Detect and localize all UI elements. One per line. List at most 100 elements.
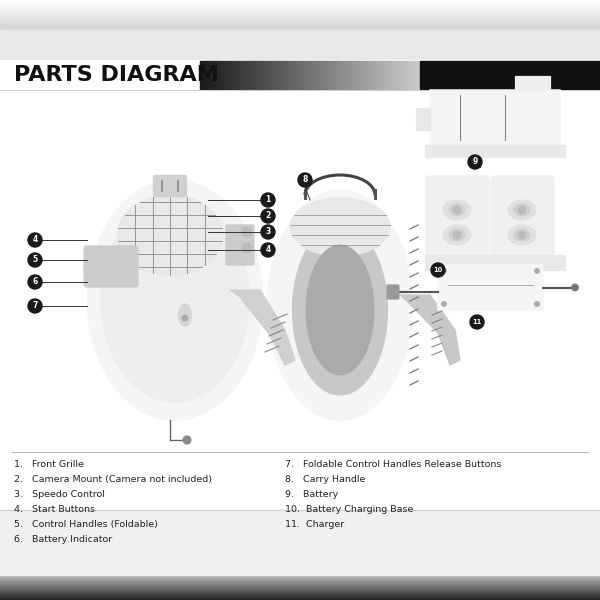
Bar xyxy=(303,61,304,89)
Bar xyxy=(379,61,380,89)
Bar xyxy=(310,61,311,89)
Text: 3: 3 xyxy=(265,227,271,236)
Text: 11.  Charger: 11. Charger xyxy=(285,520,344,529)
Ellipse shape xyxy=(514,229,530,241)
Bar xyxy=(419,61,420,89)
Bar xyxy=(210,61,211,89)
Bar xyxy=(0,30,600,60)
Bar xyxy=(314,61,315,89)
Bar xyxy=(416,108,430,130)
Bar xyxy=(0,578,600,579)
Bar xyxy=(312,61,313,89)
Bar xyxy=(334,61,335,89)
Bar xyxy=(356,61,357,89)
Bar xyxy=(246,61,247,89)
Ellipse shape xyxy=(268,190,413,420)
Circle shape xyxy=(571,284,578,291)
Bar xyxy=(0,510,600,575)
Bar xyxy=(298,61,299,89)
Bar xyxy=(364,61,365,89)
Circle shape xyxy=(242,243,252,253)
Bar xyxy=(233,61,234,89)
Bar xyxy=(0,25,600,26)
Bar xyxy=(218,61,219,89)
Bar xyxy=(406,61,407,89)
Ellipse shape xyxy=(101,197,249,403)
Bar xyxy=(254,61,255,89)
Ellipse shape xyxy=(290,198,390,256)
Bar xyxy=(208,61,209,89)
Bar xyxy=(0,595,600,596)
Bar xyxy=(309,61,310,89)
Bar xyxy=(0,14,600,15)
Text: 6: 6 xyxy=(32,277,38,286)
Bar xyxy=(252,61,253,89)
Bar xyxy=(0,3,600,4)
Bar xyxy=(339,61,340,89)
Bar xyxy=(207,61,208,89)
Bar xyxy=(0,15,600,16)
Bar xyxy=(318,61,319,89)
Text: 8: 8 xyxy=(302,175,308,185)
Bar xyxy=(315,61,316,89)
Text: 5: 5 xyxy=(32,256,38,265)
Bar xyxy=(420,61,600,89)
Bar xyxy=(351,61,352,89)
Bar xyxy=(269,61,270,89)
Circle shape xyxy=(535,269,539,274)
Bar xyxy=(0,1,600,2)
Bar xyxy=(245,61,246,89)
FancyBboxPatch shape xyxy=(491,176,554,259)
Bar xyxy=(340,61,341,89)
Bar xyxy=(386,61,387,89)
Bar xyxy=(247,61,248,89)
Bar xyxy=(297,61,298,89)
Bar xyxy=(304,61,305,89)
Bar xyxy=(383,61,384,89)
Bar xyxy=(425,255,565,270)
Bar xyxy=(0,583,600,584)
Bar xyxy=(360,61,361,89)
Bar xyxy=(200,61,201,89)
Bar xyxy=(0,6,600,7)
Bar xyxy=(342,61,343,89)
Circle shape xyxy=(298,173,312,187)
Bar xyxy=(206,61,207,89)
Bar xyxy=(257,61,258,89)
Bar xyxy=(393,61,394,89)
Bar xyxy=(302,61,303,89)
Bar xyxy=(398,61,399,89)
Bar xyxy=(220,61,221,89)
Circle shape xyxy=(28,253,42,267)
Bar xyxy=(0,594,600,595)
Bar xyxy=(0,597,600,598)
Text: 3.   Speedo Control: 3. Speedo Control xyxy=(14,490,105,499)
Bar xyxy=(253,61,254,89)
Bar xyxy=(0,27,600,28)
Bar xyxy=(0,586,600,587)
Bar xyxy=(202,61,203,89)
Bar xyxy=(409,61,410,89)
Bar xyxy=(361,61,362,89)
Bar xyxy=(415,61,416,89)
Circle shape xyxy=(182,315,188,321)
Bar xyxy=(373,61,374,89)
Bar xyxy=(400,61,401,89)
Bar xyxy=(266,61,267,89)
Text: 2: 2 xyxy=(265,211,271,220)
Bar xyxy=(272,61,273,89)
Bar xyxy=(381,61,382,89)
Bar xyxy=(335,61,336,89)
Bar xyxy=(0,5,600,6)
Bar xyxy=(0,21,600,22)
Ellipse shape xyxy=(306,245,374,375)
Bar xyxy=(338,61,339,89)
Ellipse shape xyxy=(443,200,471,220)
FancyBboxPatch shape xyxy=(387,285,399,299)
Bar xyxy=(242,61,243,89)
Bar xyxy=(287,61,288,89)
Bar xyxy=(374,61,375,89)
Bar xyxy=(348,61,349,89)
Bar xyxy=(290,61,291,89)
Bar xyxy=(0,28,600,29)
